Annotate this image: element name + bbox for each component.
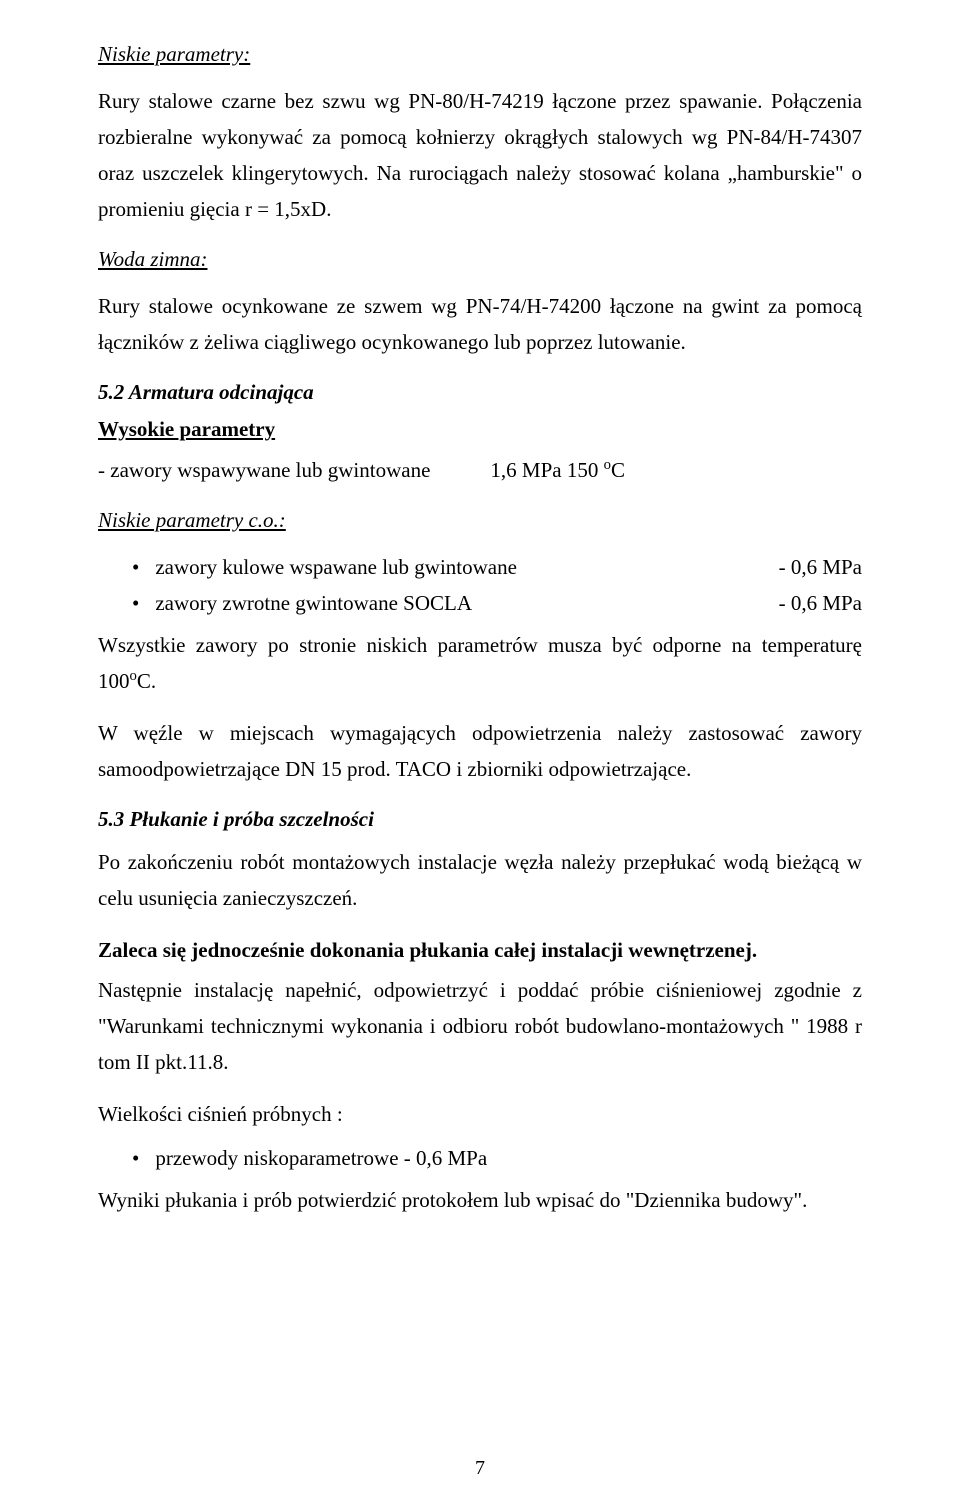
bullet-label: zawory kulowe wspawane lub gwintowane xyxy=(155,549,778,585)
bullet-label: zawory zwrotne gwintowane SOCLA xyxy=(155,585,778,621)
paragraph-wielkosci: Wielkości ciśnień próbnych : xyxy=(98,1096,862,1132)
document-page: Niskie parametry: Rury stalowe czarne be… xyxy=(0,0,960,1502)
heading-woda-zimna: Woda zimna: xyxy=(98,247,862,272)
bullet-label: przewody niskoparametrowe - 0,6 MPa xyxy=(155,1140,487,1176)
heading-niskie-parametry-co: Niskie parametry c.o.: xyxy=(98,508,862,533)
paragraph-wszystkie-zawory: Wszystkie zawory po stronie niskich para… xyxy=(98,627,862,699)
zawory-label: - zawory wspawywane lub gwintowane xyxy=(98,452,430,488)
list-item: zawory kulowe wspawane lub gwintowane - … xyxy=(98,549,862,585)
paragraph-rury-czarne: Rury stalowe czarne bez szwu wg PN-80/H-… xyxy=(98,83,862,227)
section-5-2: 5.2 Armatura odcinająca xyxy=(98,380,862,405)
paragraph-wyniki: Wyniki płukania i prób potwierdzić proto… xyxy=(98,1182,862,1218)
bullet-list-przewody: przewody niskoparametrowe - 0,6 MPa xyxy=(98,1140,862,1176)
list-item: zawory zwrotne gwintowane SOCLA - 0,6 MP… xyxy=(98,585,862,621)
list-item: przewody niskoparametrowe - 0,6 MPa xyxy=(98,1140,862,1176)
bullet-value: - 0,6 MPa xyxy=(779,549,862,585)
paragraph-rury-ocynk: Rury stalowe ocynkowane ze szwem wg PN-7… xyxy=(98,288,862,360)
zawory-value: 1,6 MPa 150 oC xyxy=(430,452,625,488)
paragraph-wezle: W węźle w miejscach wymagających odpowie… xyxy=(98,715,862,787)
page-number: 7 xyxy=(0,1457,960,1480)
bullet-value: - 0,6 MPa xyxy=(779,585,862,621)
paragraph-zaleca: Zaleca się jednocześnie dokonania płukan… xyxy=(98,932,862,968)
section-5-3: 5.3 Płukanie i próba szczelności xyxy=(98,807,862,832)
bullet-list-zawory: zawory kulowe wspawane lub gwintowane - … xyxy=(98,549,862,621)
paragraph-po-zakonczeniu: Po zakończeniu robót montażowych instala… xyxy=(98,844,862,916)
line-zawory-wspawywane: - zawory wspawywane lub gwintowane 1,6 M… xyxy=(98,452,862,488)
paragraph-nastepnie: Następnie instalację napełnić, odpowietr… xyxy=(98,972,862,1080)
heading-wysokie-parametry: Wysokie parametry xyxy=(98,417,862,442)
heading-niskie-parametry: Niskie parametry: xyxy=(98,42,862,67)
